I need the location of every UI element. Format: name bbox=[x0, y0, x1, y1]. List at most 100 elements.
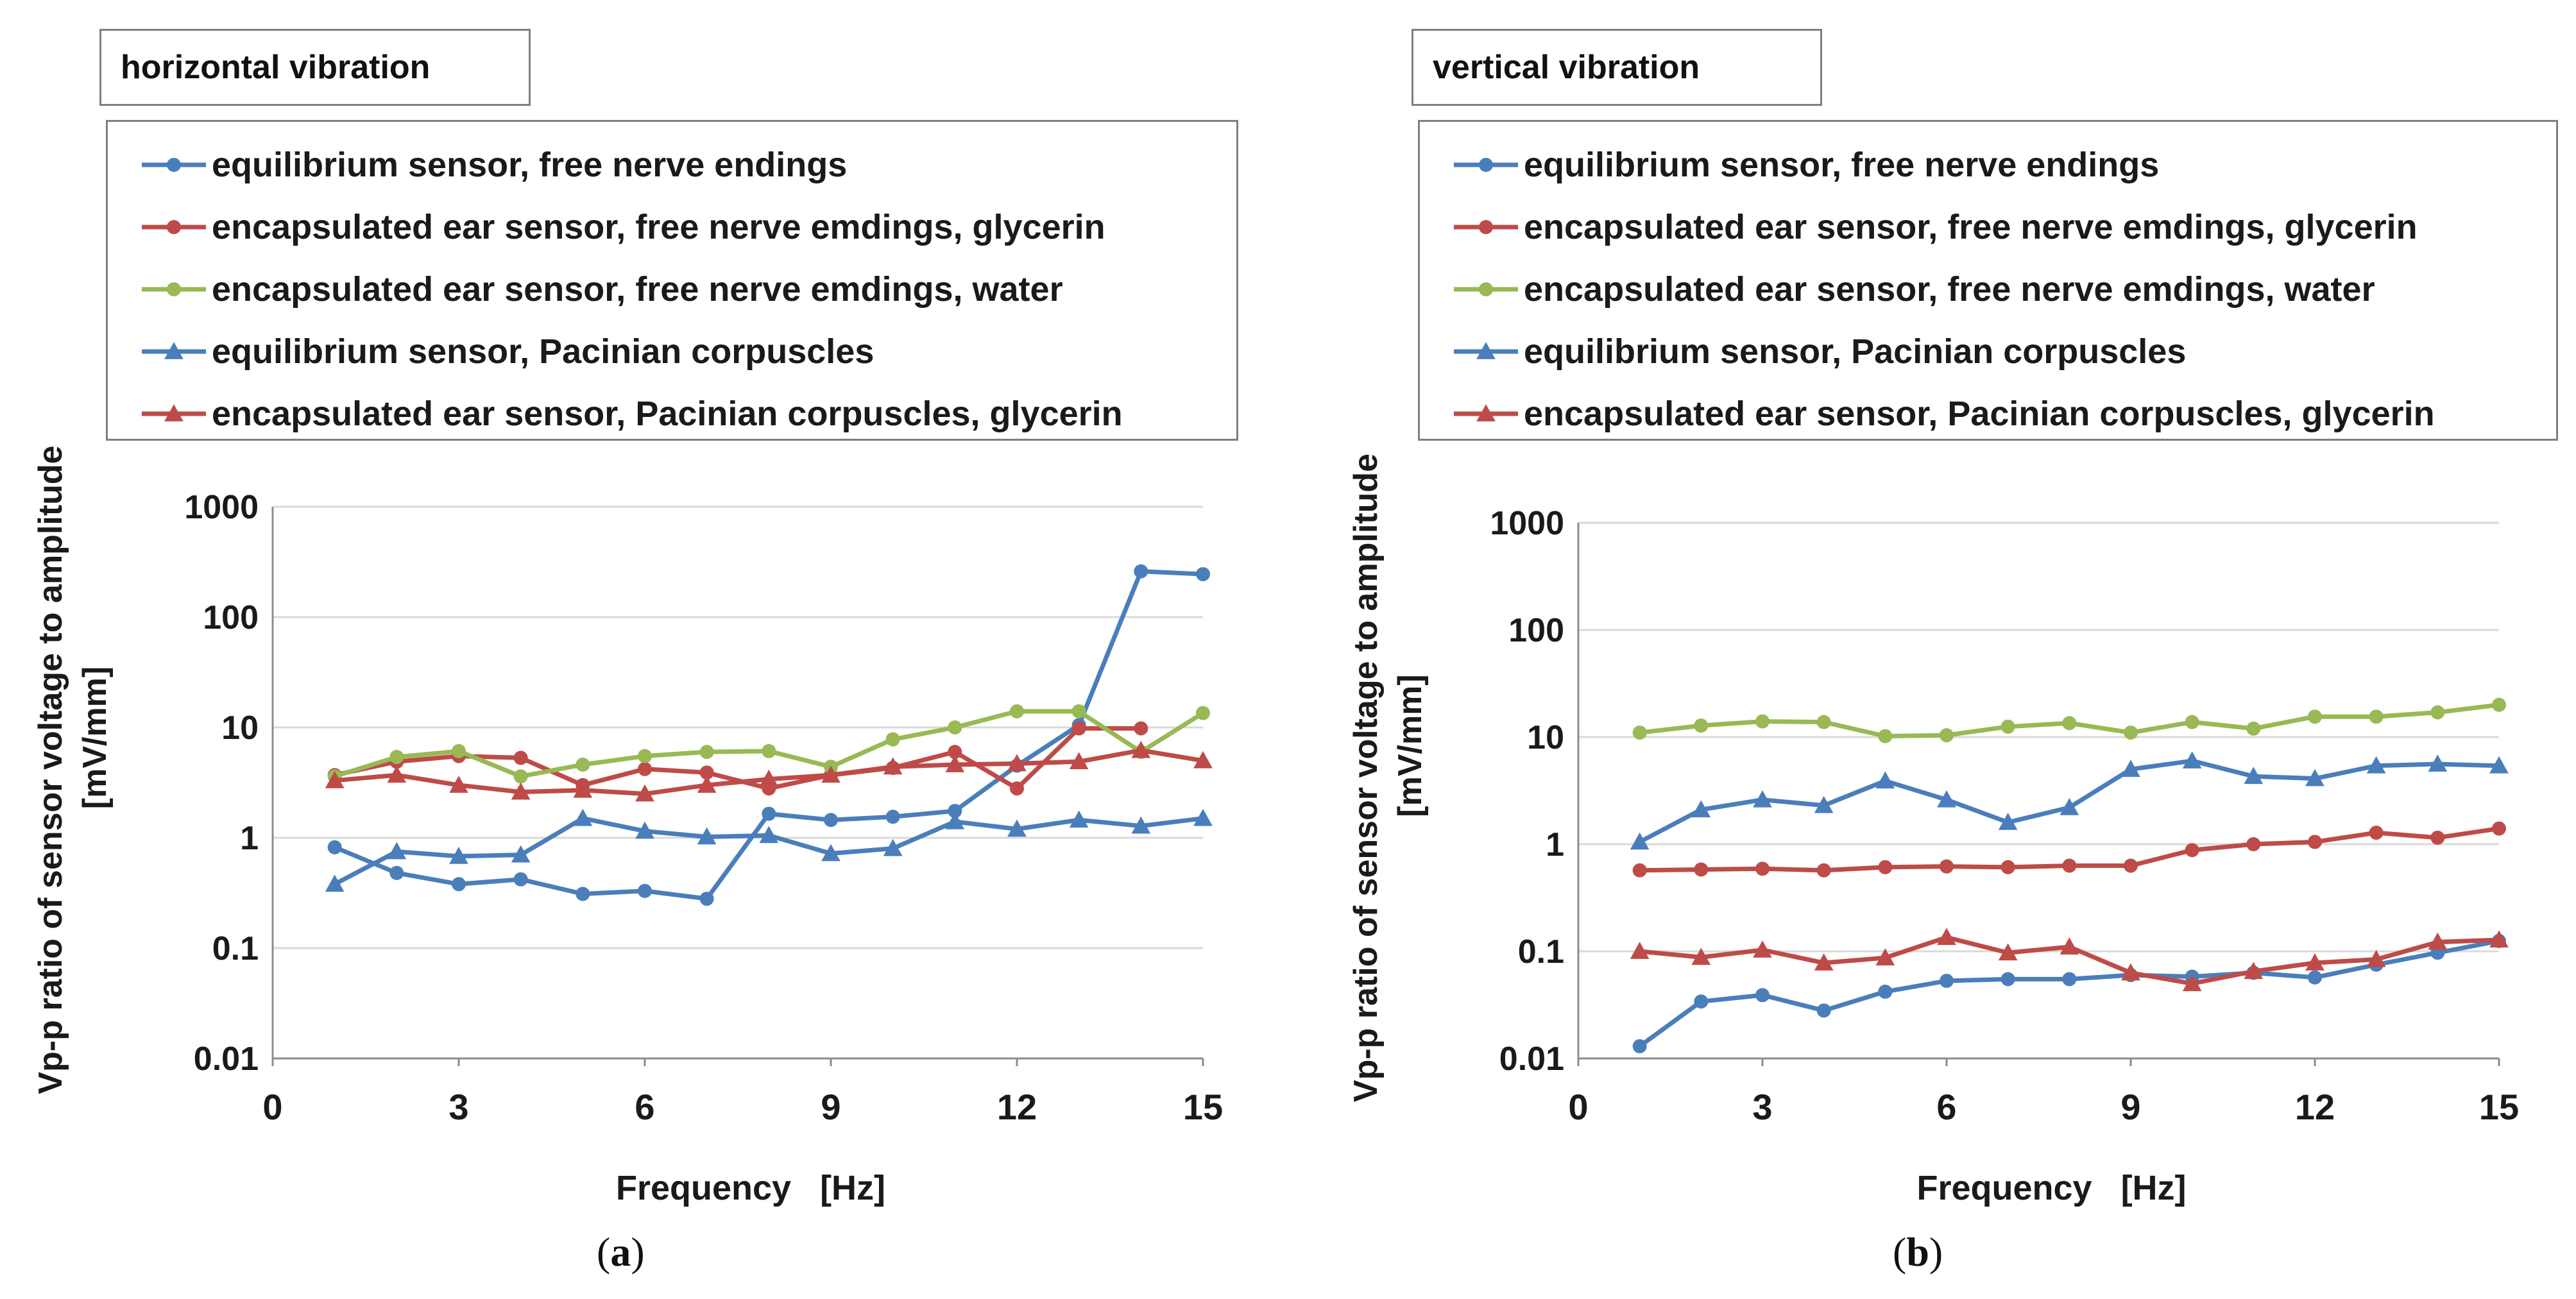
data-point bbox=[1069, 810, 1089, 828]
data-point bbox=[1875, 771, 1895, 789]
data-point bbox=[2308, 709, 2322, 724]
y-axis-label: Vp-p ratio of sensor voltage to amplitud… bbox=[32, 445, 69, 1094]
data-point bbox=[2182, 751, 2202, 768]
data-point bbox=[387, 765, 407, 783]
y-axis-unit: [mV/mm] bbox=[76, 666, 114, 809]
data-point bbox=[1632, 863, 1647, 878]
data-point bbox=[885, 732, 900, 747]
data-point bbox=[945, 812, 965, 829]
data-point bbox=[2492, 821, 2506, 836]
data-point bbox=[1753, 790, 1772, 808]
data-point bbox=[2000, 719, 2015, 734]
data-point bbox=[1691, 800, 1711, 818]
y-tick-label: 1 bbox=[240, 820, 259, 857]
data-point bbox=[513, 769, 528, 784]
legend-label: encapsulated ear sensor, free nerve emdi… bbox=[1524, 269, 2375, 309]
data-point bbox=[1755, 988, 1770, 1003]
data-point bbox=[1071, 704, 1086, 718]
data-point bbox=[1814, 953, 1834, 971]
data-point bbox=[1694, 862, 1709, 877]
chart-title: horizontal vibration bbox=[121, 49, 431, 86]
chart-panel-b: vertical vibration equilibrium sensor, f… bbox=[1315, 0, 2576, 1299]
y-axis-label: Vp-p ratio of sensor voltage to amplitud… bbox=[1347, 454, 1385, 1102]
series-3 bbox=[1632, 697, 2506, 743]
legend-entry: encapsulated ear sensor, free nerve emdi… bbox=[108, 258, 1236, 320]
data-point bbox=[883, 757, 903, 775]
legend-swatch bbox=[1454, 282, 1518, 296]
data-point bbox=[883, 838, 903, 856]
legend-swatch bbox=[1454, 219, 1518, 234]
legend-swatch bbox=[142, 157, 206, 172]
data-point bbox=[1630, 832, 1650, 850]
data-point bbox=[635, 821, 654, 839]
x-tick-label: 6 bbox=[1936, 1087, 1956, 1127]
x-tick-label: 3 bbox=[1752, 1087, 1772, 1127]
chart-panel-a: horizontal vibration equilibrium sensor,… bbox=[0, 0, 1283, 1299]
data-point bbox=[945, 755, 965, 772]
data-point bbox=[1814, 795, 1834, 813]
data-point bbox=[573, 780, 593, 798]
data-point bbox=[948, 745, 962, 760]
data-point bbox=[2489, 756, 2509, 774]
chart-title-box: horizontal vibration bbox=[99, 29, 531, 106]
y-axis-unit: [mV/mm] bbox=[1392, 674, 1429, 817]
y-tick-label: 1000 bbox=[1490, 505, 1564, 542]
data-point bbox=[2185, 715, 2199, 729]
data-point bbox=[638, 749, 652, 763]
data-point bbox=[1937, 928, 1956, 946]
data-point bbox=[1998, 813, 2018, 830]
data-point bbox=[821, 765, 840, 783]
x-tick-label: 15 bbox=[1183, 1087, 1223, 1127]
data-point bbox=[452, 743, 466, 758]
data-point bbox=[638, 883, 652, 898]
legend-swatch bbox=[1454, 341, 1518, 359]
legend-entry: equilibrium sensor, free nerve endings bbox=[108, 133, 1236, 196]
data-point bbox=[1632, 726, 1647, 740]
x-axis-label: Frequency [Hz] bbox=[616, 1169, 885, 1207]
data-point bbox=[325, 874, 345, 892]
legend-label: encapsulated ear sensor, Pacinian corpus… bbox=[1524, 394, 2435, 433]
data-point bbox=[699, 892, 714, 906]
data-point bbox=[1193, 751, 1213, 768]
data-point bbox=[1816, 863, 1831, 878]
data-point bbox=[511, 782, 531, 800]
y-tick-label: 10 bbox=[221, 709, 259, 747]
series-5 bbox=[1630, 928, 2509, 992]
data-point bbox=[327, 840, 342, 854]
panel-label: (b) bbox=[1893, 1229, 1943, 1275]
y-tick-label: 1000 bbox=[184, 489, 259, 526]
data-point bbox=[1940, 728, 1954, 743]
data-point bbox=[2369, 709, 2384, 724]
data-point bbox=[1755, 714, 1770, 729]
data-point bbox=[1940, 859, 1954, 874]
data-point bbox=[1878, 984, 1893, 999]
data-point bbox=[1071, 721, 1086, 736]
data-point bbox=[885, 810, 900, 824]
legend-swatch bbox=[142, 282, 206, 296]
series-1 bbox=[327, 564, 1210, 906]
data-point bbox=[1691, 947, 1711, 965]
legend-entry: equilibrium sensor, Pacinian corpuscles bbox=[1420, 320, 2556, 382]
legend-entry: encapsulated ear sensor, free nerve emdi… bbox=[1420, 196, 2556, 258]
legend-swatch bbox=[1454, 403, 1518, 421]
data-point bbox=[699, 765, 714, 780]
data-point bbox=[2428, 754, 2448, 772]
data-point bbox=[2308, 835, 2322, 849]
data-point bbox=[1632, 1039, 1647, 1053]
chart-plot: 0.01 0.1 1 10 100 1000 0 3 6 9 12 15 Frequency [Hz] V… bbox=[32, 445, 1223, 1207]
data-point bbox=[387, 842, 407, 860]
data-point bbox=[1134, 564, 1148, 579]
y-tick-label: 0.01 bbox=[194, 1040, 259, 1078]
data-point bbox=[1875, 948, 1895, 965]
data-point bbox=[1010, 704, 1024, 718]
data-point bbox=[449, 846, 468, 864]
data-point bbox=[1878, 729, 1893, 743]
y-tick-label: 100 bbox=[203, 599, 259, 636]
legend-swatch bbox=[142, 403, 206, 421]
data-point bbox=[821, 844, 840, 862]
y-tick-label: 0.1 bbox=[1518, 933, 1564, 971]
data-point bbox=[1131, 816, 1151, 834]
data-point bbox=[2489, 930, 2509, 947]
legend-label: encapsulated ear sensor, free nerve emdi… bbox=[1524, 207, 2418, 246]
data-point bbox=[576, 758, 590, 772]
